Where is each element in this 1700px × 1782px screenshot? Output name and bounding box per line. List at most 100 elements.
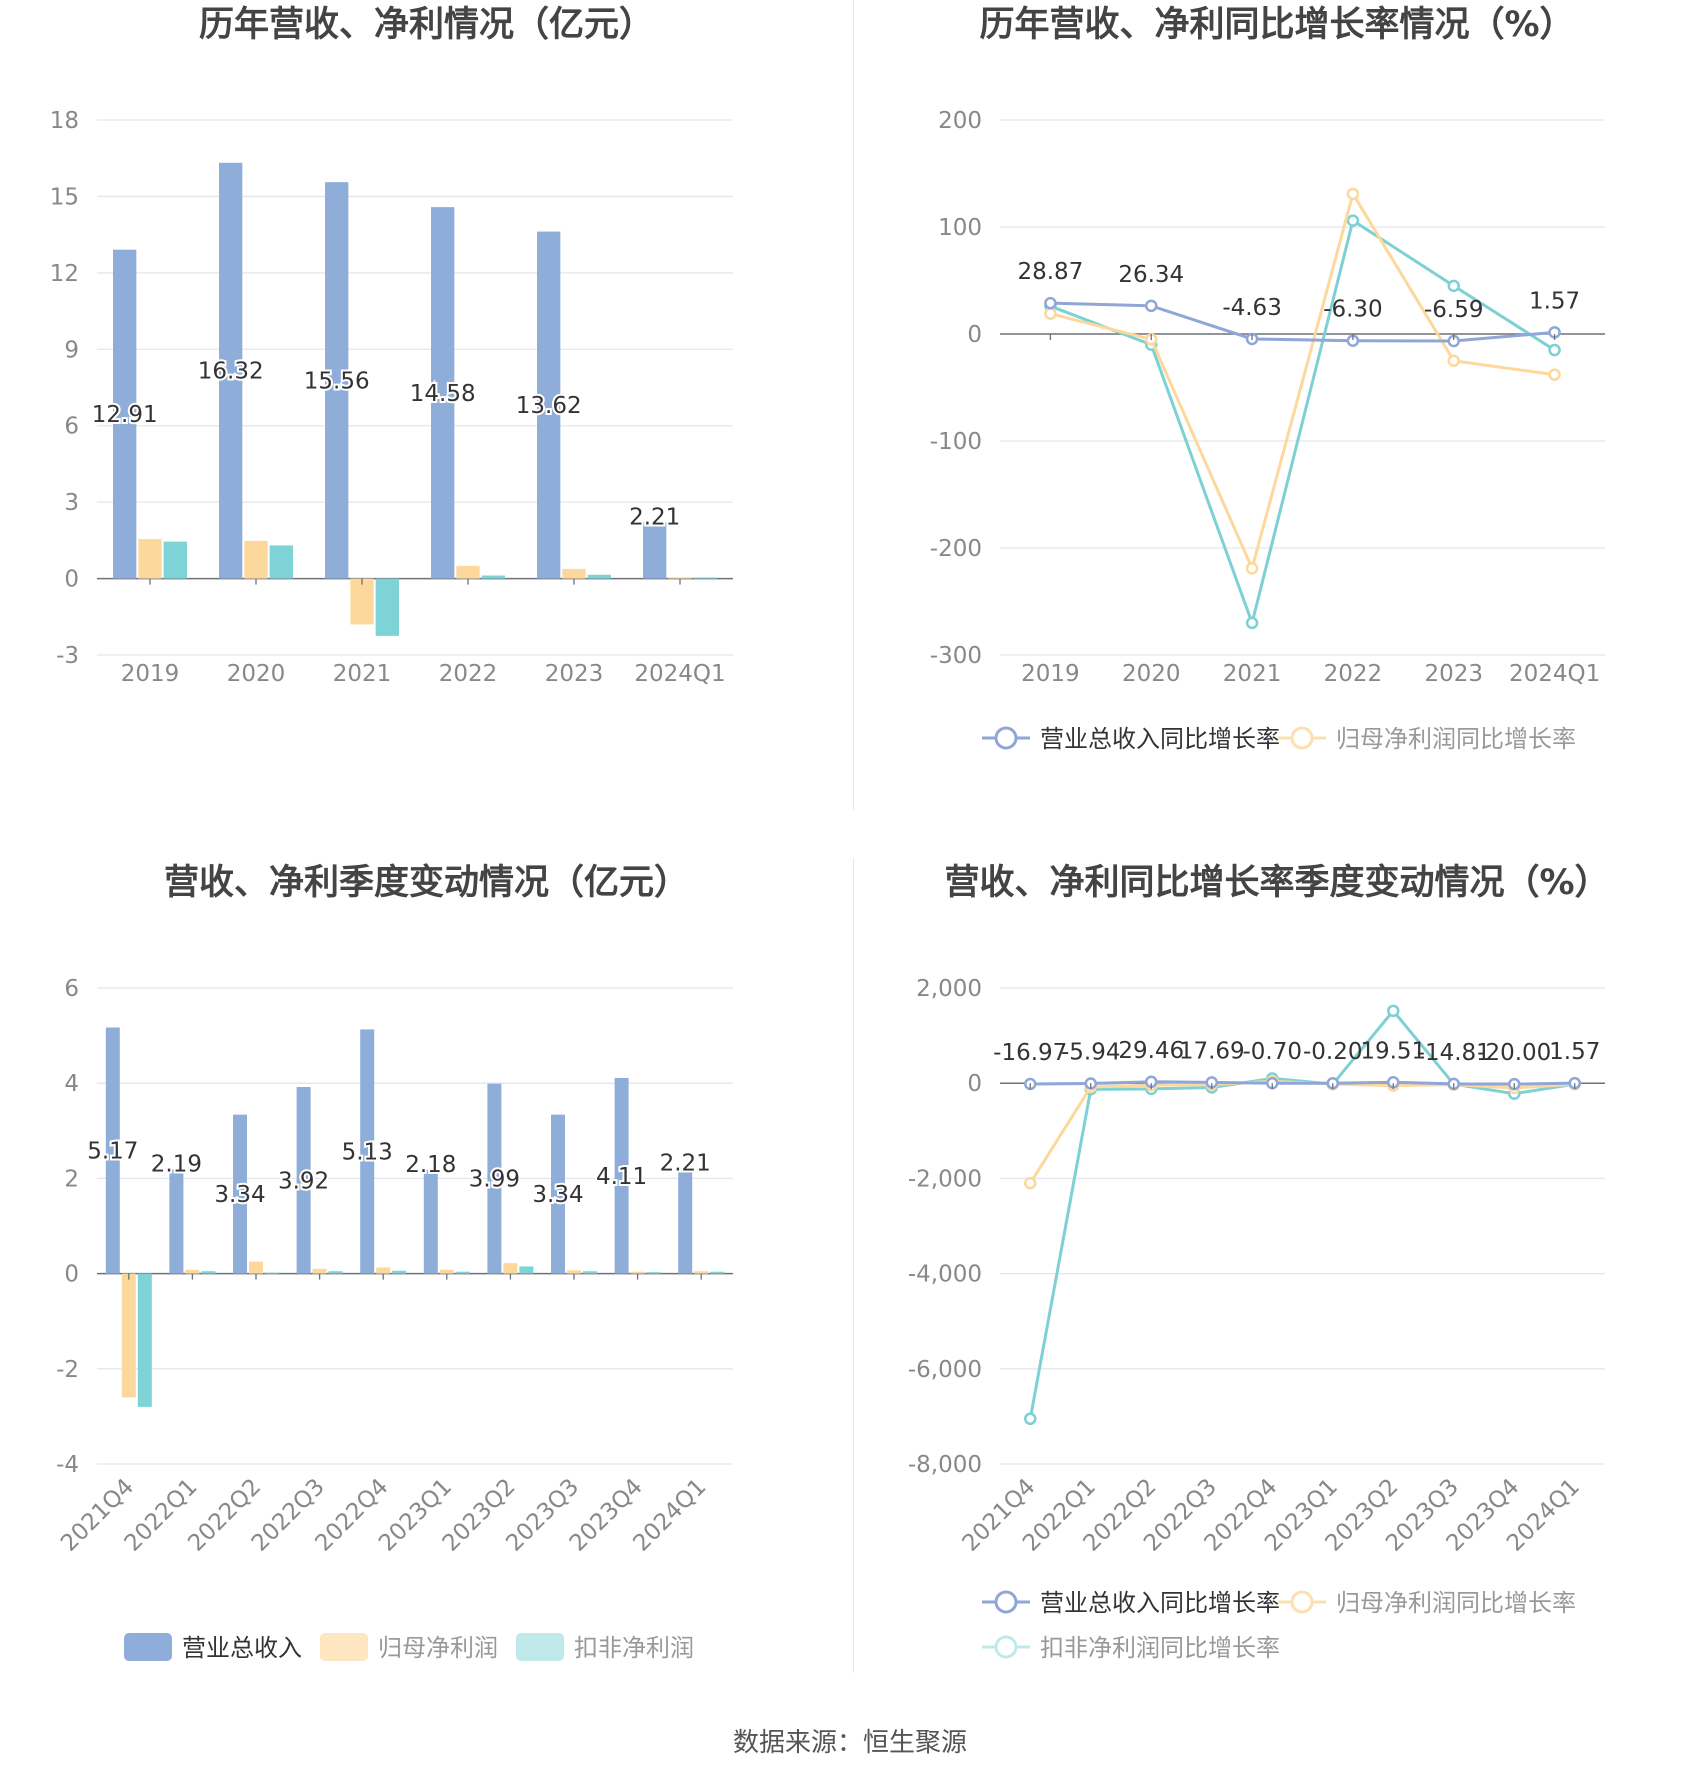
bar-2 — [264, 1272, 279, 1274]
bar-0 — [537, 231, 561, 579]
bar-1 — [249, 1261, 263, 1274]
y-tick-label: 15 — [50, 184, 79, 210]
bar-0 — [431, 207, 455, 579]
series-line-1 — [1028, 1079, 1575, 1184]
data-label: 1.57 — [1529, 288, 1580, 314]
legend-label: 扣非净利润 — [574, 1634, 694, 1662]
series-point-1 — [1346, 187, 1360, 201]
quarterly-amounts-chart: -4 -2 0 2 4 6 5.17 2.19 3.34 3.92 5.13 2.18 3.99 3.34… — [56, 976, 733, 1662]
y-tick-label: 18 — [50, 108, 79, 134]
bar-2 — [201, 1271, 216, 1274]
panel-quarterly-growth: 营收、净利同比增长率季度变动情况（%） -8,000 -6,000 -4,000 -2… — [854, 858, 1700, 1678]
bar-1 — [244, 540, 268, 579]
legend-label: 营业总收入同比增长率 — [1040, 725, 1280, 753]
data-label: 2.18 — [405, 1152, 456, 1178]
series-point-0 — [1044, 296, 1057, 310]
x-tick-label: 2022 — [439, 661, 498, 687]
bar-1 — [350, 578, 374, 625]
bar-2 — [693, 577, 717, 579]
bar-0 — [233, 1114, 248, 1274]
data-label: -6.59 — [1424, 297, 1484, 323]
data-label: 29.46 — [1118, 1038, 1184, 1064]
data-label: 26.34 — [1118, 262, 1184, 288]
data-label: -0.20 — [1303, 1039, 1363, 1065]
legend-marker — [994, 726, 1018, 750]
series-point-2 — [1024, 1412, 1037, 1426]
x-tick-label: 2023 — [545, 661, 604, 687]
data-label: 3.34 — [532, 1182, 583, 1208]
panel-annual-growth: 历年营收、净利同比增长率情况（%） -300 -200 -100 0 100 200 28.… — [854, 0, 1700, 760]
bar-2 — [137, 1273, 152, 1407]
y-tick-label: 2,000 — [916, 976, 982, 1002]
y-tick-label: -4 — [56, 1452, 79, 1478]
bar-1 — [121, 1273, 136, 1398]
data-source-note: 数据来源：恒生聚源 — [732, 1728, 967, 1758]
series-point-2 — [1387, 1004, 1400, 1018]
series-line-1 — [1050, 190, 1555, 573]
legend-marker — [994, 1590, 1018, 1614]
series-point-1 — [1024, 1176, 1037, 1190]
y-tick-label: -2 — [56, 1357, 79, 1383]
bar-1 — [562, 568, 586, 579]
chart-title: 营收、净利季度变动情况（亿元） — [163, 863, 689, 903]
legend-label: 营业总收入 — [182, 1634, 302, 1662]
x-tick-label: 2023 — [1424, 661, 1483, 687]
y-tick-label: -2,000 — [908, 1166, 982, 1192]
data-label: 3.34 — [214, 1182, 265, 1208]
bar-0 — [113, 249, 137, 579]
bar-0 — [219, 162, 243, 579]
annual-growth-chart: -300 -200 -100 0 100 200 28.87 26.34 -4.63 -6.30 -… — [930, 108, 1605, 753]
bar-1 — [312, 1268, 327, 1274]
y-tick-label: 9 — [64, 337, 79, 363]
data-label: 2.21 — [660, 1150, 711, 1176]
legend-label: 归母净利润同比增长率 — [1336, 725, 1576, 753]
chart-title: 历年营收、净利情况（亿元） — [198, 5, 654, 45]
bar-2 — [269, 545, 293, 579]
legend-label: 归母净利润 — [378, 1634, 498, 1662]
data-label: -16.97 — [993, 1040, 1067, 1066]
bar-0 — [643, 522, 667, 579]
bar-0 — [169, 1169, 184, 1274]
y-tick-label: 2 — [64, 1166, 79, 1192]
bar-2 — [587, 574, 611, 579]
bar-2 — [375, 578, 399, 636]
data-label: -5.94 — [1061, 1039, 1121, 1065]
bar-2 — [481, 575, 505, 579]
bar-2 — [455, 1271, 470, 1274]
legend-label: 归母净利润同比增长率 — [1336, 1589, 1576, 1617]
data-label: 1.57 — [1549, 1039, 1600, 1065]
legend-label: 扣非净利润同比增长率 — [1040, 1634, 1280, 1662]
y-tick-label: 6 — [64, 976, 79, 1002]
y-tick-label: 4 — [64, 1071, 79, 1097]
data-label: 28.87 — [1017, 259, 1083, 285]
bar-0 — [423, 1169, 438, 1274]
data-label: -4.63 — [1222, 295, 1282, 321]
quarterly-growth-chart: -8,000 -6,000 -4,000 -2,000 0 2,000 -16.97-5.9… — [908, 976, 1605, 1662]
bar-0 — [678, 1168, 693, 1274]
x-tick-label: 2021 — [1223, 661, 1282, 687]
series-point-1 — [1548, 368, 1561, 381]
data-label: 14.58 — [410, 381, 476, 407]
data-label: 3.92 — [278, 1168, 329, 1194]
bar-2 — [328, 1271, 343, 1274]
series-line-0 — [1050, 301, 1555, 343]
bar-1 — [376, 1267, 391, 1274]
legend-swatch — [124, 1633, 172, 1661]
y-tick-label: 0 — [967, 322, 982, 348]
series-point-1 — [1044, 307, 1057, 320]
series-point-0 — [1145, 299, 1158, 313]
data-label: -14.81 — [1417, 1040, 1491, 1066]
x-tick-label: 2020 — [227, 661, 286, 687]
data-label: 4.11 — [596, 1164, 647, 1190]
bar-2 — [710, 1271, 725, 1274]
y-tick-label: -200 — [930, 536, 982, 562]
series-line-0 — [1030, 1080, 1575, 1086]
data-label: 2.21 — [629, 504, 680, 530]
bar-2 — [646, 1272, 661, 1274]
annual-amounts-chart: -3 0 3 6 9 12 15 18 12.91 16.32 15.56 14.58 13.62 2.2… — [50, 108, 733, 687]
bar-1 — [138, 539, 162, 579]
data-label: 15.56 — [304, 368, 370, 394]
x-tick-label: 2022 — [1324, 661, 1383, 687]
series-point-1 — [1245, 562, 1259, 575]
y-tick-label: 0 — [967, 1071, 982, 1097]
